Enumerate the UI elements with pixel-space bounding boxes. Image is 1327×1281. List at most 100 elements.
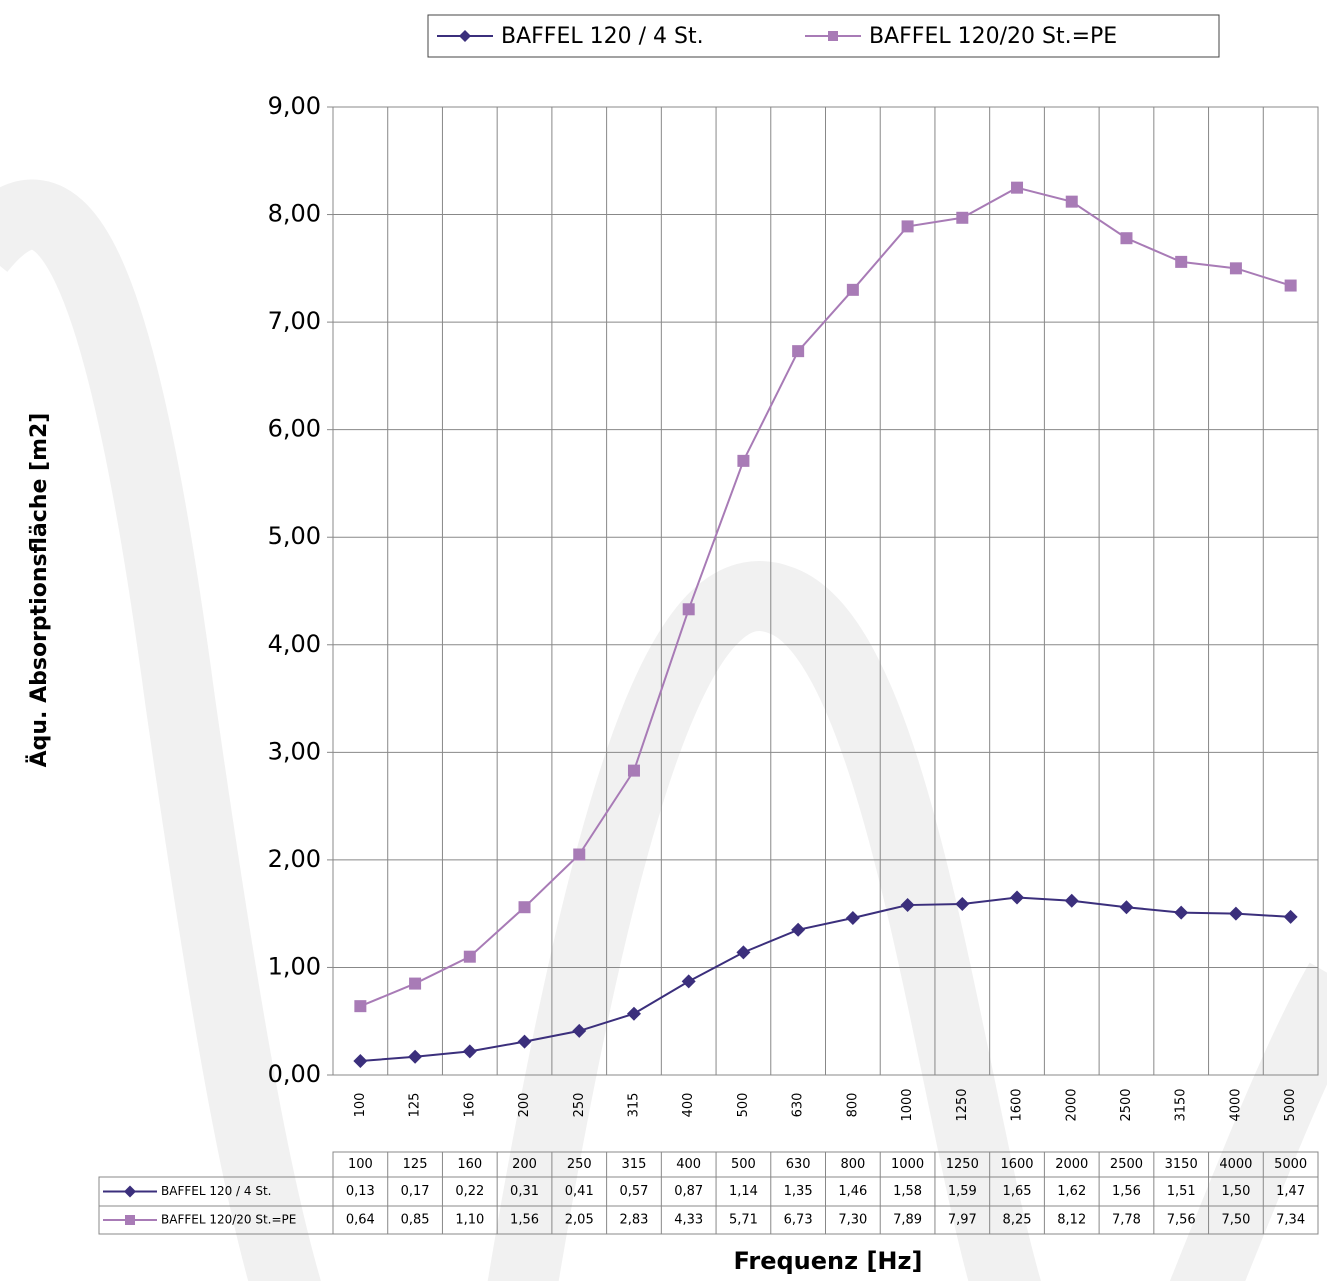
data-point — [736, 945, 751, 960]
data-point — [626, 1006, 641, 1021]
x-tick-label: 630 — [791, 1093, 806, 1118]
data-point — [792, 345, 805, 358]
table-legend-marker — [124, 1185, 136, 1198]
y-tick-label: 8,00 — [268, 200, 321, 228]
table-header: 200 — [512, 1157, 537, 1172]
table-value: 4,33 — [674, 1213, 703, 1228]
x-axis-title: Frequenz [Hz] — [734, 1247, 923, 1275]
y-tick-label: 1,00 — [268, 952, 321, 980]
x-tick-label: 315 — [626, 1093, 641, 1118]
table-value: 5,71 — [729, 1213, 758, 1228]
data-point — [681, 974, 696, 989]
data-point — [846, 283, 859, 296]
table-header: 500 — [731, 1157, 756, 1172]
data-point — [627, 764, 640, 777]
data-point — [354, 1000, 367, 1013]
table-value: 0,85 — [401, 1213, 430, 1228]
x-tick-label: 500 — [736, 1093, 751, 1118]
table-value: 7,30 — [838, 1213, 867, 1228]
table-value: 1,35 — [784, 1184, 813, 1199]
x-tick-label: 4000 — [1228, 1088, 1243, 1121]
table-legend-marker — [125, 1215, 135, 1225]
table-value: 0,41 — [565, 1184, 594, 1199]
data-point — [737, 454, 750, 467]
x-tick-label: 125 — [408, 1093, 423, 1118]
x-tick-label: 1600 — [1010, 1088, 1025, 1121]
table-header: 315 — [622, 1157, 647, 1172]
data-point — [1283, 909, 1298, 924]
x-tick-label: 100 — [353, 1093, 368, 1118]
table-value: 1,14 — [729, 1184, 758, 1199]
table-value: 1,47 — [1276, 1184, 1305, 1199]
table-value: 2,83 — [619, 1213, 648, 1228]
table-value: 0,64 — [346, 1213, 375, 1228]
table-value: 1,58 — [893, 1184, 922, 1199]
data-point — [1120, 232, 1133, 245]
x-tick-label: 800 — [845, 1093, 860, 1118]
table-header: 160 — [457, 1157, 482, 1172]
data-point — [1228, 906, 1243, 921]
series-line — [359, 186, 1291, 1008]
table-header: 400 — [676, 1157, 701, 1172]
data-point — [518, 901, 531, 914]
table-value: 8,25 — [1003, 1213, 1032, 1228]
y-axis-title: Äqu. Absorptionsfläche [m2] — [26, 413, 52, 768]
x-tick-label: 200 — [517, 1093, 532, 1118]
table-value: 0,87 — [674, 1184, 703, 1199]
data-point — [408, 1049, 423, 1064]
data-point — [1064, 893, 1079, 908]
table-value: 7,89 — [893, 1213, 922, 1228]
table-value: 7,50 — [1221, 1213, 1250, 1228]
table-header: 250 — [567, 1157, 592, 1172]
watermark — [0, 179, 1327, 1281]
table-value: 1,65 — [1003, 1184, 1032, 1199]
y-tick-label: 7,00 — [268, 307, 321, 335]
x-tick-label: 400 — [681, 1093, 696, 1118]
data-point — [956, 211, 969, 224]
y-tick-label: 4,00 — [268, 630, 321, 658]
table-header: 2000 — [1055, 1157, 1088, 1172]
table-series-name: BAFFEL 120 / 4 St. — [161, 1184, 272, 1198]
table-value: 7,34 — [1276, 1213, 1305, 1228]
table-value: 6,73 — [784, 1213, 813, 1228]
x-tick-label: 1250 — [955, 1088, 970, 1121]
table-header: 1250 — [946, 1157, 979, 1172]
data-point — [845, 910, 860, 925]
watermark-curve — [1169, 962, 1327, 1281]
table-series-name: BAFFEL 120/20 St.=PE — [161, 1213, 296, 1227]
table-value: 1,10 — [455, 1213, 484, 1228]
data-point — [409, 977, 422, 990]
table-value: 0,17 — [401, 1184, 430, 1199]
y-tick-label: 5,00 — [268, 522, 321, 550]
y-tick-label: 2,00 — [268, 845, 321, 873]
legend-label: BAFFEL 120/20 St.=PE — [869, 24, 1117, 49]
table-value: 0,13 — [346, 1184, 375, 1199]
data-point — [353, 1054, 368, 1069]
table-value: 0,22 — [455, 1184, 484, 1199]
table-header: 1000 — [891, 1157, 924, 1172]
table-value: 7,97 — [948, 1213, 977, 1228]
table-value: 1,46 — [838, 1184, 867, 1199]
data-point — [517, 1034, 532, 1049]
table-value: 1,50 — [1221, 1184, 1250, 1199]
table-header: 100 — [348, 1157, 373, 1172]
data-point — [1119, 900, 1134, 915]
data-point — [682, 603, 695, 616]
x-tick-label: 160 — [462, 1093, 477, 1118]
table-header: 1600 — [1000, 1157, 1033, 1172]
data-point — [463, 950, 476, 963]
table-header: 800 — [840, 1157, 865, 1172]
table-value: 1,59 — [948, 1184, 977, 1199]
x-tick-label: 250 — [572, 1093, 587, 1118]
legend-marker — [828, 31, 838, 41]
table-value: 0,31 — [510, 1184, 539, 1199]
watermark-curve — [0, 179, 321, 1281]
table-value: 0,57 — [619, 1184, 648, 1199]
x-tick-label: 2500 — [1119, 1088, 1134, 1121]
table-value: 1,56 — [510, 1213, 539, 1228]
data-point — [573, 848, 586, 861]
x-tick-label: 3150 — [1174, 1088, 1189, 1121]
table-header: 4000 — [1219, 1157, 1252, 1172]
data-point — [791, 922, 806, 937]
